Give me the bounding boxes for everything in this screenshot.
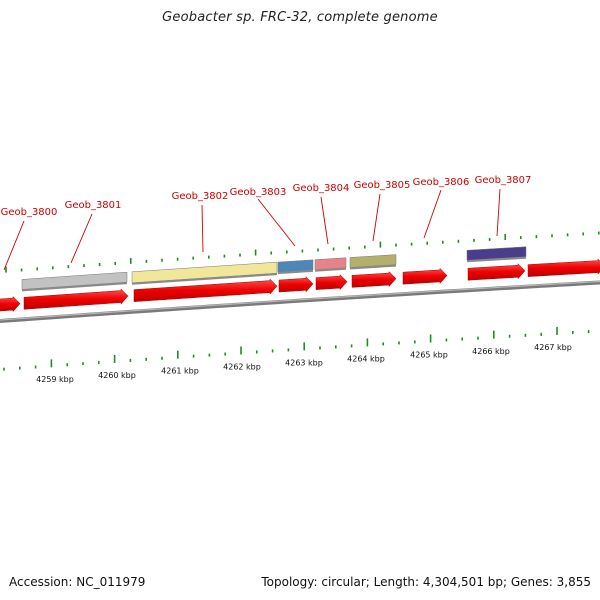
figure-title: Geobacter sp. FRC-32, complete genome [162,10,438,25]
gene-arrow [351,270,397,288]
gene-callout-line [257,198,296,247]
scale-label: 4264 kbp [347,354,385,363]
gene-arrow [23,288,129,310]
gene-arrow [315,274,348,291]
blue-feature [277,259,314,273]
gene-callouts: Geob_3800 Geob_3801 Geob_3802 Geob_3803 Geob… [1,175,532,271]
gene-label: Geob_3804 [293,183,350,194]
gene-label: Geob_3801 [65,200,122,211]
genome-summary: Topology: circular; Length: 4,304,501 bp… [261,575,591,589]
gene-label: Geob_3803 [230,187,287,198]
scale-labels: 4259 kbp 4260 kbp 4261 kbp 4262 kbp 4263 kbp… [36,343,572,384]
scale-label: 4267 kbp [534,343,572,352]
gene-callout-line [320,196,329,245]
scale-label: 4265 kbp [410,351,448,360]
gene-label: Geob_3806 [413,177,470,188]
genome-backbone [0,280,600,323]
gene-arrow [278,276,314,293]
upper-tick-track [5,231,600,273]
blue-feature-shadow [278,269,313,275]
gray-feature-shadow [22,282,127,292]
scale-label: 4266 kbp [472,347,510,356]
scale-label: 4259 kbp [36,375,74,384]
gene-callout-line [423,189,442,239]
scale-label: 4263 kbp [285,358,323,367]
gene-label: Geob_3800 [1,207,58,218]
gene-arrow [402,267,448,285]
feature-track [21,246,527,292]
gene-callout-line [70,213,93,264]
gene-callout-line [201,204,204,253]
yellow-feature [131,261,278,284]
pink-feature [314,257,347,270]
gene-label: Geob_3807 [475,175,532,186]
gene-arrow [467,263,526,281]
gene-arrow [0,295,21,313]
gene-arrow [527,258,600,277]
backbone-highlight [0,280,600,321]
scale-label: 4261 kbp [161,367,199,376]
gene-callout-line [496,188,501,237]
pink-feature-shadow [315,267,346,272]
yellow-feature-shadow [132,273,277,285]
olive-feature-shadow [350,264,396,270]
scale-label: 4262 kbp [223,362,261,371]
purple-feature-shadow [467,256,526,263]
scale-tick-track [3,326,590,371]
gene-arrow-track [0,258,600,313]
gene-callout-line [3,220,25,271]
gray-feature [21,271,128,290]
gene-label: Geob_3805 [354,180,411,191]
gene-callout-line [372,193,381,242]
backbone-line [0,280,600,323]
accession-label: Accession: NC_011979 [9,575,146,589]
gene-label: Geob_3802 [172,191,229,202]
scale-label: 4260 kbp [98,371,136,380]
gene-arrow [133,278,278,302]
